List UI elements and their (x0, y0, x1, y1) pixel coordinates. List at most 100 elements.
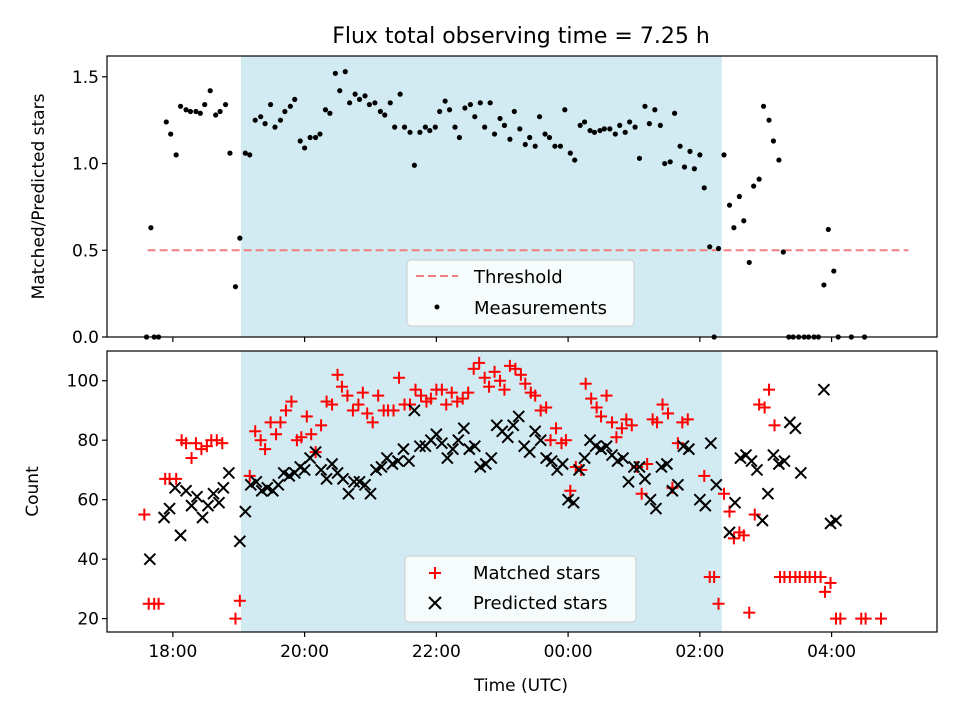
measurement-point (327, 110, 333, 116)
measurement-point (387, 100, 393, 106)
matched-stars-point (519, 377, 532, 390)
measurement-point (721, 152, 727, 158)
matched-stars-point (819, 585, 832, 598)
predicted-stars-point (298, 463, 311, 477)
matched-stars-point (681, 413, 694, 426)
matched-stars-point (671, 437, 684, 450)
measurement-point (770, 138, 777, 144)
predicted-stars-point (185, 499, 198, 512)
matched-stars-point (814, 570, 827, 583)
measurement-point (252, 117, 258, 123)
predicted-stars-point (468, 439, 481, 453)
matched-stars-point (279, 404, 292, 417)
matched-stars-point (656, 398, 669, 411)
y-tick-label: 0.5 (72, 241, 99, 261)
measurement-point (177, 103, 184, 109)
measurement-point (362, 93, 368, 99)
matched-stars-point (483, 380, 496, 393)
predicted-stars-point (435, 436, 449, 450)
predicted-stars-point (446, 442, 460, 456)
measurement-point (356, 96, 363, 102)
matched-stars-point (509, 362, 522, 375)
measurement-point (347, 100, 353, 106)
matched-stars-point (651, 416, 664, 429)
measurement-point (417, 129, 423, 135)
measurement-point (307, 134, 313, 141)
predicted-stars-point (314, 463, 328, 477)
x-tick-label: 00:00 (544, 642, 593, 662)
matched-stars-point (404, 398, 417, 411)
measurement-point (527, 134, 533, 141)
predicted-stars-point (710, 478, 723, 492)
measurement-point (372, 100, 378, 106)
matched-stars-point (488, 365, 501, 378)
measurement-point (642, 103, 648, 109)
matched-stars-point (210, 434, 223, 447)
predicted-stars-point (342, 487, 355, 500)
measurement-point (821, 282, 827, 288)
measurement-point (746, 259, 752, 266)
measurement-point (202, 101, 208, 108)
measurement-point (222, 101, 229, 108)
measurement-point (173, 152, 179, 158)
measurement-point (701, 185, 707, 191)
matched-stars-point (698, 469, 711, 482)
matched-stars-point (718, 487, 731, 500)
predicted-stars-point (704, 436, 718, 450)
matched-stars-point (300, 410, 313, 423)
matched-stars-point (600, 389, 613, 402)
predicted-stars-point (512, 410, 525, 423)
predicted-stars-point (325, 457, 339, 471)
matched-stars-point (456, 392, 469, 405)
predicted-stars-point (309, 445, 322, 459)
matched-stars-point (859, 612, 872, 625)
predicted-stars-point (682, 442, 696, 456)
predicted-stars-point (441, 451, 454, 465)
measurement-point (581, 119, 588, 125)
matched-stars-point (320, 395, 333, 408)
measurement-point (532, 143, 538, 149)
predicted-stars-point (627, 460, 641, 474)
chart-title: Flux total observing time = 7.25 h (332, 24, 710, 49)
legend-matched-label: Matched stars (473, 563, 600, 584)
measurement-point (657, 122, 663, 128)
measurement-point (411, 162, 418, 168)
matched-stars-point (550, 422, 563, 435)
measurement-point (562, 107, 568, 113)
predicted-stars-point (413, 439, 427, 453)
matched-stars-point (585, 392, 598, 405)
predicted-stars-point (364, 487, 377, 500)
matched-stars-point (662, 407, 675, 420)
y-tick-label: 60 (77, 491, 99, 511)
predicted-stars-point (660, 457, 674, 471)
predicted-stars-point (239, 505, 252, 518)
matched-stars-point (233, 594, 246, 607)
measurement-point (622, 129, 628, 135)
measurement-point (546, 134, 553, 141)
predicted-stars-point (750, 463, 764, 477)
measurement-point (497, 115, 503, 122)
x-tick-label: 22:00 (412, 642, 461, 662)
bottom-y-axis-label: Count (23, 466, 43, 517)
matched-stars-point (834, 612, 847, 625)
measurement-point (567, 150, 573, 156)
legend-measurements-label: Measurements (474, 298, 607, 319)
predicted-stars-point (638, 472, 652, 486)
predicted-stars-point (233, 535, 247, 548)
matched-stars-point (229, 612, 242, 625)
predicted-stars-point (397, 442, 410, 456)
measurement-point (597, 127, 603, 134)
measurement-point (672, 110, 678, 116)
predicted-stars-point (430, 428, 443, 441)
predicted-stars-point (523, 445, 536, 459)
y-tick-label: 40 (77, 550, 99, 570)
measurement-point (472, 114, 478, 120)
matched-stars-point (254, 434, 267, 447)
matched-stars-point (346, 404, 359, 417)
panel-counts: 20 40 60 80 100 18:00 20:00 22:00 00:00 02:00 04:… (23, 350, 938, 696)
panel-ratio: Flux total observing time = 7.25 h 0.0 0.… (29, 24, 938, 348)
predicted-stars-point (347, 475, 361, 489)
predicted-stars-point (207, 487, 220, 500)
measurement-point (262, 121, 268, 127)
measurement-point (352, 91, 358, 97)
